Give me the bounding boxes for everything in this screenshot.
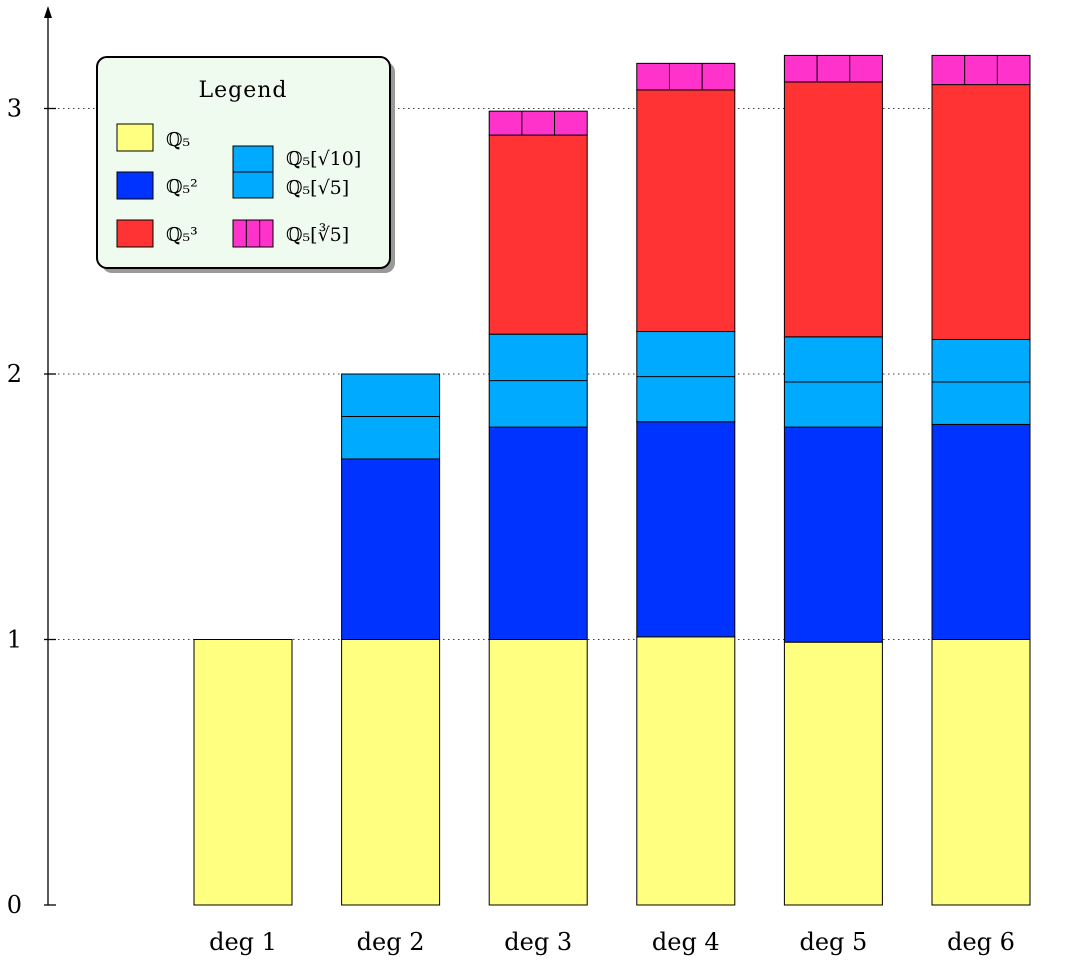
legend-title: Legend <box>199 78 288 103</box>
bar-Q5_3-3 <box>488 134 588 335</box>
x-label-2: deg 2 <box>357 928 425 956</box>
x-category-labels: deg 1 deg 2 deg 3 deg 4 deg 5 deg 6 <box>209 928 1015 956</box>
y-axis-arrowhead <box>44 6 52 18</box>
bar-Q5-6 <box>931 639 1031 906</box>
bar-Q5_2-6 <box>931 423 1031 640</box>
legend-label2-Q5_sqrt: ℚ₅[√5] <box>286 177 349 199</box>
bar-Q5_cbrt-4 <box>636 62 736 91</box>
y-tick-label-0: 0 <box>7 891 22 919</box>
bar-Q5_cbrt-5 <box>783 54 883 83</box>
legend-label-Q5_3: ℚ₅³ <box>166 224 198 246</box>
legend-label-Q5_2: ℚ₅² <box>166 176 198 198</box>
legend-swatch-Q5_3 <box>116 219 154 248</box>
legend-label-Q5_sqrt: ℚ₅[√10] <box>286 148 361 170</box>
legend-label-Q5_cbrt: ℚ₅[∛5] <box>286 223 349 246</box>
bar-Q5_3-4 <box>636 89 736 333</box>
y-tick-label-3: 3 <box>7 95 22 123</box>
y-ticks: 0 1 2 3 <box>7 95 56 919</box>
y-tick-label-2: 2 <box>7 360 22 388</box>
bar-Q5_2-5 <box>783 426 883 643</box>
legend: Legend ℚ₅ ℚ₅² ℚ₅³ ℚ₅[√10] ℚ₅[√5] ℚ₅[∛5] <box>96 56 395 273</box>
legend-swatch-Q5_cbrt <box>232 219 274 248</box>
bar-Q5_cbrt-3 <box>488 110 588 136</box>
y-tick-label-1: 1 <box>7 626 22 654</box>
x-label-3: deg 3 <box>504 928 572 956</box>
legend-label-Q5: ℚ₅ <box>166 129 190 151</box>
bar-Q5_cbrt-6 <box>931 54 1031 86</box>
bar-Q5_3-5 <box>783 81 883 338</box>
bar-Q5-1 <box>193 639 293 906</box>
bar-Q5-3 <box>488 639 588 906</box>
x-label-5: deg 5 <box>799 928 867 956</box>
bar-Q5_2-2 <box>341 458 441 640</box>
bar-Q5-5 <box>783 641 883 906</box>
bar-Q5_3-6 <box>931 84 1031 340</box>
bar-Q5-2 <box>341 639 441 906</box>
x-label-1: deg 1 <box>209 928 277 956</box>
legend-items: ℚ₅ ℚ₅² ℚ₅³ ℚ₅[√10] ℚ₅[√5] ℚ₅[∛5] <box>116 123 361 248</box>
bar-Q5_2-3 <box>488 426 588 640</box>
legend-swatch-Q5_2 <box>116 171 154 200</box>
bar-Q5-4 <box>636 636 736 906</box>
x-label-6: deg 6 <box>947 928 1015 956</box>
legend-swatch-Q5 <box>116 123 154 152</box>
x-label-4: deg 4 <box>652 928 720 956</box>
bars <box>193 54 1031 906</box>
y-axis <box>44 6 52 905</box>
bar-Q5_2-4 <box>636 421 736 638</box>
